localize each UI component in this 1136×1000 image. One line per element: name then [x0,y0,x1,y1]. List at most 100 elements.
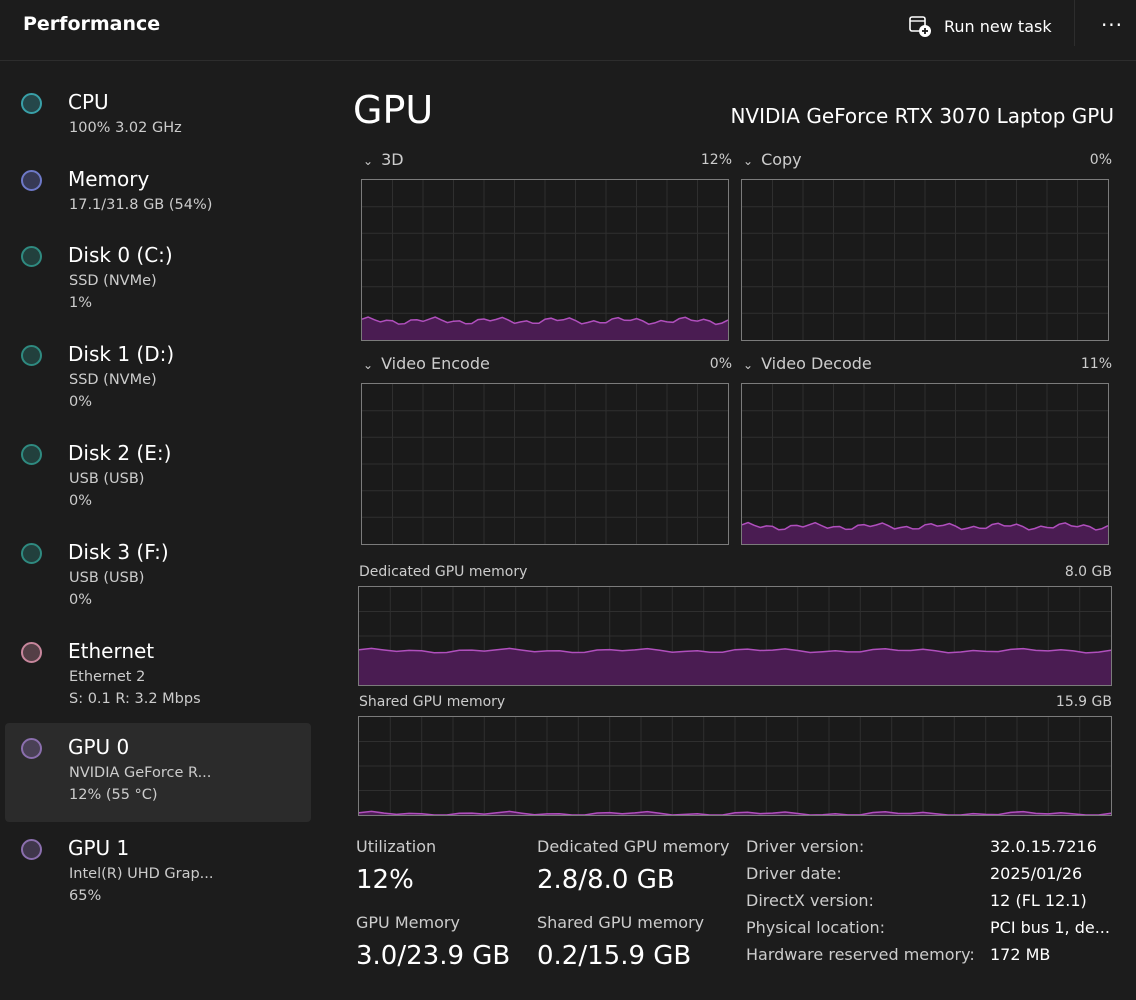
disk-status-icon [21,444,42,465]
directx-version-value: 12 (FL 12.1) [990,891,1087,910]
gpu-status-icon [21,839,42,860]
usage-line [359,810,1111,815]
sidebar-item-value: 65% [69,888,102,904]
sidebar-item-detail: 100% 3.02 GHz [69,120,182,136]
shared-memory-graph [358,716,1112,816]
engine-label: Video Encode [381,354,490,373]
utilization-label: Utilization [356,837,437,856]
driver-version-label: Driver version: [746,837,865,856]
engine-3d-plot [362,180,728,340]
directx-version-label: DirectX version: [746,891,874,910]
engine-selector-copy[interactable]: ⌄ Copy [743,150,802,169]
engine-percent: 11% [1080,356,1112,372]
sidebar-item-memory[interactable]: Memory 17.1/31.8 GB (54%) [5,155,311,254]
usage-area [362,317,728,340]
sidebar-item-name: GPU 0 [68,735,130,759]
utilization-value: 12% [356,865,414,895]
sidebar-item-cpu[interactable]: CPU 100% 3.02 GHz [5,78,311,177]
sidebar-item-ethernet[interactable]: Ethernet Ethernet 2 S: 0.1 R: 3.2 Mbps [5,627,311,726]
sidebar: CPU 100% 3.02 GHz Memory 17.1/31.8 GB (5… [0,62,318,1000]
run-new-task-label: Run new task [944,16,1052,36]
dedicated-memory-label: Dedicated GPU memory [537,837,730,856]
gpu-model-name: NVIDIA GeForce RTX 3070 Laptop GPU [730,104,1114,128]
engine-video-decode-plot [742,384,1108,544]
shared-memory-graph-label: Shared GPU memory [359,694,506,710]
sidebar-item-detail: SSD (NVMe) [69,273,157,289]
sidebar-item-name: Ethernet [68,639,155,663]
engine-graph-copy [741,179,1109,341]
usage-line [362,316,728,326]
run-task-icon [909,16,931,37]
chevron-down-icon: ⌄ [743,154,754,168]
run-new-task-button[interactable]: Run new task [908,12,1052,40]
memory-status-icon [21,170,42,191]
sidebar-item-detail: 17.1/31.8 GB (54%) [69,197,213,213]
sidebar-item-gpu-0[interactable]: GPU 0 NVIDIA GeForce R... 12% (55 °C) [5,723,311,822]
shared-memory-value: 0.2/15.9 GB [537,941,692,971]
sidebar-item-detail: SSD (NVMe) [69,372,157,388]
sidebar-item-value: 0% [69,592,93,608]
sidebar-item-name: Memory [68,167,150,191]
sidebar-item-disk-3[interactable]: Disk 3 (F:) USB (USB) 0% [5,528,311,627]
usage-area [359,648,1111,685]
sidebar-item-value: 1% [69,295,93,311]
chevron-down-icon: ⌄ [743,358,754,372]
dedicated-memory-value: 2.8/8.0 GB [537,865,675,895]
more-options-button[interactable]: ··· [1100,13,1124,37]
engine-label: 3D [381,150,404,169]
disk-status-icon [21,246,42,267]
gpu-status-icon [21,738,42,759]
shared-memory-plot [359,717,1111,815]
dedicated-memory-graph-label: Dedicated GPU memory [359,564,528,580]
header: Performance Run new task ··· [0,0,1136,61]
sidebar-item-detail: NVIDIA GeForce R... [69,765,212,781]
sidebar-item-disk-0[interactable]: Disk 0 (C:) SSD (NVMe) 1% [5,231,311,330]
engine-graph-video-decode [741,383,1109,545]
ethernet-status-icon [21,642,42,663]
gpu-title: GPU [353,88,434,132]
driver-date-value: 2025/01/26 [990,864,1083,883]
sidebar-item-detail: USB (USB) [69,471,145,487]
sidebar-item-detail: USB (USB) [69,570,145,586]
header-divider [1074,0,1075,46]
sidebar-item-name: CPU [68,90,109,114]
shared-memory-max: 15.9 GB [1055,694,1112,710]
engine-selector-3d[interactable]: ⌄ 3D [363,150,404,169]
sidebar-item-value: 0% [69,394,93,410]
sidebar-item-value: 12% (55 °C) [69,787,158,803]
engine-percent: 0% [709,356,732,372]
physical-location-value: PCI bus 1, de... [990,918,1110,937]
disk-status-icon [21,345,42,366]
driver-version-value: 32.0.15.7216 [990,837,1097,856]
sidebar-item-value: S: 0.1 R: 3.2 Mbps [69,691,201,707]
engine-label: Video Decode [761,354,872,373]
physical-location-label: Physical location: [746,918,886,937]
dedicated-memory-plot [359,587,1111,685]
reserved-memory-label: Hardware reserved memory: [746,945,975,964]
engine-selector-video-decode[interactable]: ⌄ Video Decode [743,354,872,373]
shared-memory-label: Shared GPU memory [537,913,705,932]
sidebar-item-name: Disk 2 (E:) [68,441,172,465]
sidebar-item-disk-2[interactable]: Disk 2 (E:) USB (USB) 0% [5,429,311,528]
dedicated-memory-graph [358,586,1112,686]
disk-status-icon [21,543,42,564]
sidebar-item-detail: Ethernet 2 [69,669,146,685]
sidebar-item-detail: Intel(R) UHD Grap... [69,866,214,882]
usage-line [742,521,1108,531]
chevron-down-icon: ⌄ [363,358,374,372]
chevron-down-icon: ⌄ [363,154,374,168]
sidebar-item-name: Disk 3 (F:) [68,540,169,564]
engine-label: Copy [761,150,802,169]
sidebar-item-value: 0% [69,493,93,509]
sidebar-item-disk-1[interactable]: Disk 1 (D:) SSD (NVMe) 0% [5,330,311,429]
driver-date-label: Driver date: [746,864,842,883]
gpu-memory-label: GPU Memory [356,913,460,932]
sidebar-item-gpu-1[interactable]: GPU 1 Intel(R) UHD Grap... 65% [5,824,311,923]
engine-video-encode-plot [362,384,728,544]
sidebar-item-name: Disk 0 (C:) [68,243,173,267]
reserved-memory-value: 172 MB [990,945,1051,964]
gpu-memory-value: 3.0/23.9 GB [356,941,511,971]
dedicated-memory-max: 8.0 GB [1064,564,1112,580]
page-title: Performance [23,13,161,35]
engine-selector-video-encode[interactable]: ⌄ Video Encode [363,354,490,373]
